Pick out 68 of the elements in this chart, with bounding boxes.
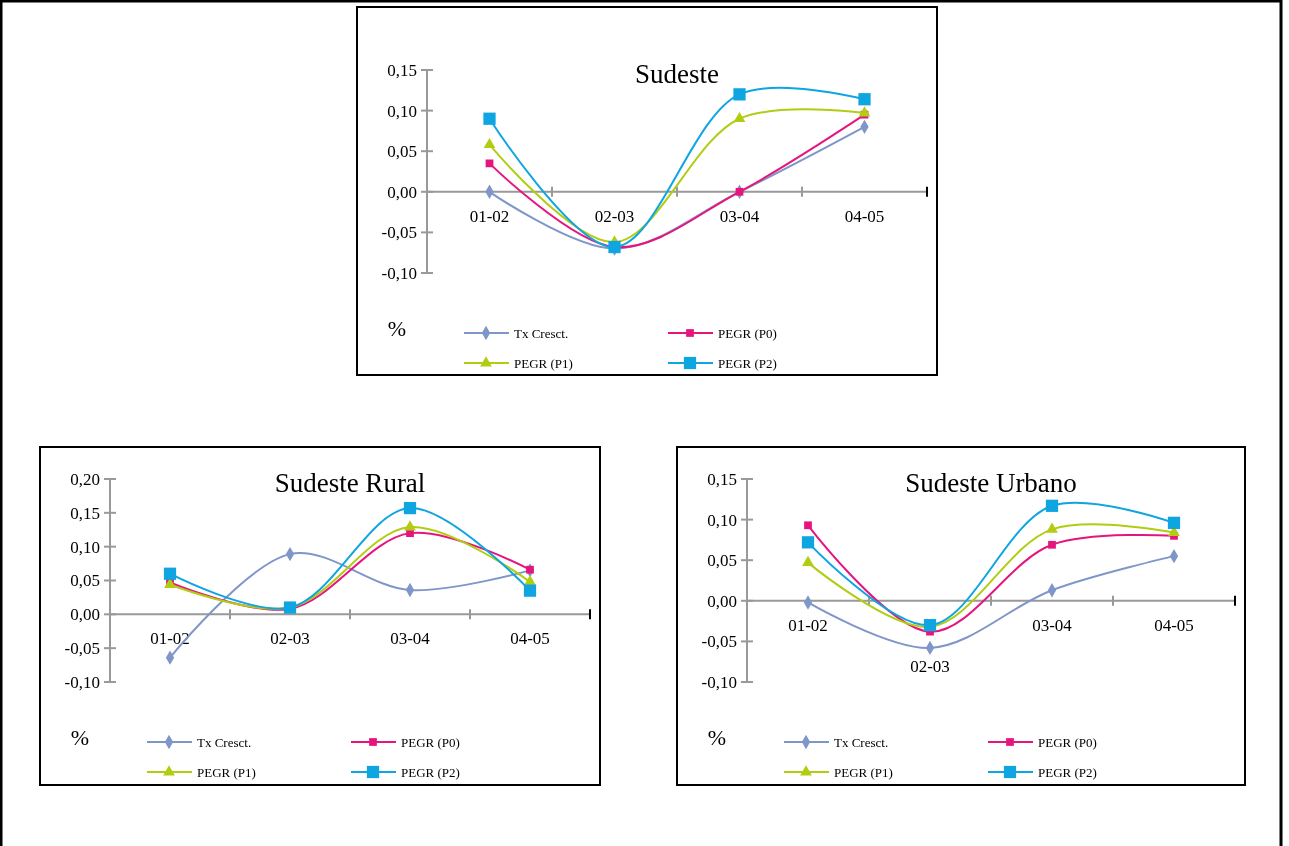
point [1167, 516, 1181, 529]
point [1045, 499, 1059, 512]
y-tick-label: 0,00 [387, 182, 417, 202]
chart-title: Sudeste Urbano [905, 468, 1077, 499]
x-tick-label: 03-04 [719, 206, 760, 226]
y-tick-label: -0,10 [64, 672, 100, 692]
point [163, 567, 177, 580]
legend-label: PEGR (P0) [718, 325, 777, 341]
y-tick-label: 0,05 [70, 571, 100, 591]
point [483, 137, 496, 149]
x-tick-label: 04-05 [1154, 615, 1194, 635]
y-tick-label: 0,00 [70, 605, 100, 625]
y-tick-label: -0,05 [701, 632, 737, 652]
x-tick-label: 04-05 [510, 629, 550, 649]
point [804, 521, 812, 530]
legend-label: Tx Cresct. [834, 734, 889, 750]
legend-label: Tx Cresct. [514, 325, 569, 341]
legend-label: Tx Cresct. [197, 734, 252, 750]
x-tick-label: 03-04 [1032, 615, 1073, 635]
x-tick-label: 01-02 [150, 629, 190, 649]
chart-title: Sudeste Rural [274, 468, 426, 499]
point [524, 575, 536, 586]
y-tick-label: 0,05 [707, 551, 737, 571]
y-tick-label: 0,20 [70, 469, 100, 489]
legend-label: PEGR (P2) [401, 764, 460, 780]
point [483, 112, 496, 125]
legend-label: PEGR (P1) [197, 764, 256, 780]
x-tick-label: 01-02 [469, 206, 510, 226]
y-tick-label: 0,00 [707, 591, 737, 611]
legend-label: PEGR (P2) [718, 355, 777, 371]
x-tick-label: 02-03 [910, 656, 950, 676]
point [404, 520, 416, 531]
y-tick-label: 0,15 [707, 469, 737, 489]
x-tick-label: 04-05 [844, 206, 885, 226]
y-axis-title: % [707, 724, 727, 750]
x-tick-label: 01-02 [788, 615, 828, 635]
y-tick-label: 0,10 [707, 510, 737, 530]
point [1048, 540, 1056, 549]
x-tick-label: 03-04 [390, 629, 431, 649]
point [802, 555, 814, 567]
x-tick-label: 02-03 [270, 629, 310, 649]
point [858, 106, 871, 117]
y-tick-label: 0,15 [70, 503, 100, 523]
chart-title: Sudeste [635, 59, 720, 90]
y-tick-label: -0,10 [381, 263, 417, 283]
point [733, 88, 746, 101]
y-tick-label: 0,05 [387, 142, 417, 162]
legend-label: PEGR (P1) [514, 355, 573, 371]
point [526, 565, 534, 574]
point [523, 584, 537, 597]
y-tick-label: -0,05 [381, 223, 417, 243]
legend-label: PEGR (P2) [1038, 764, 1097, 780]
x-tick-label: 02-03 [594, 206, 635, 226]
legend-label: PEGR (P0) [401, 734, 460, 750]
y-tick-label: 0,15 [387, 60, 417, 80]
y-tick-label: -0,05 [64, 639, 100, 659]
y-tick-label: -0,10 [701, 672, 737, 692]
point [733, 111, 746, 123]
point [858, 93, 871, 106]
y-axis-title: % [70, 724, 90, 750]
legend-label: PEGR (P1) [834, 764, 893, 780]
legend-label: PEGR (P0) [1038, 734, 1097, 750]
y-tick-label: 0,10 [70, 537, 100, 557]
point [403, 501, 417, 515]
y-axis-title: % [387, 315, 407, 341]
point [1046, 522, 1058, 533]
point [801, 536, 815, 549]
y-tick-label: 0,10 [387, 101, 417, 121]
